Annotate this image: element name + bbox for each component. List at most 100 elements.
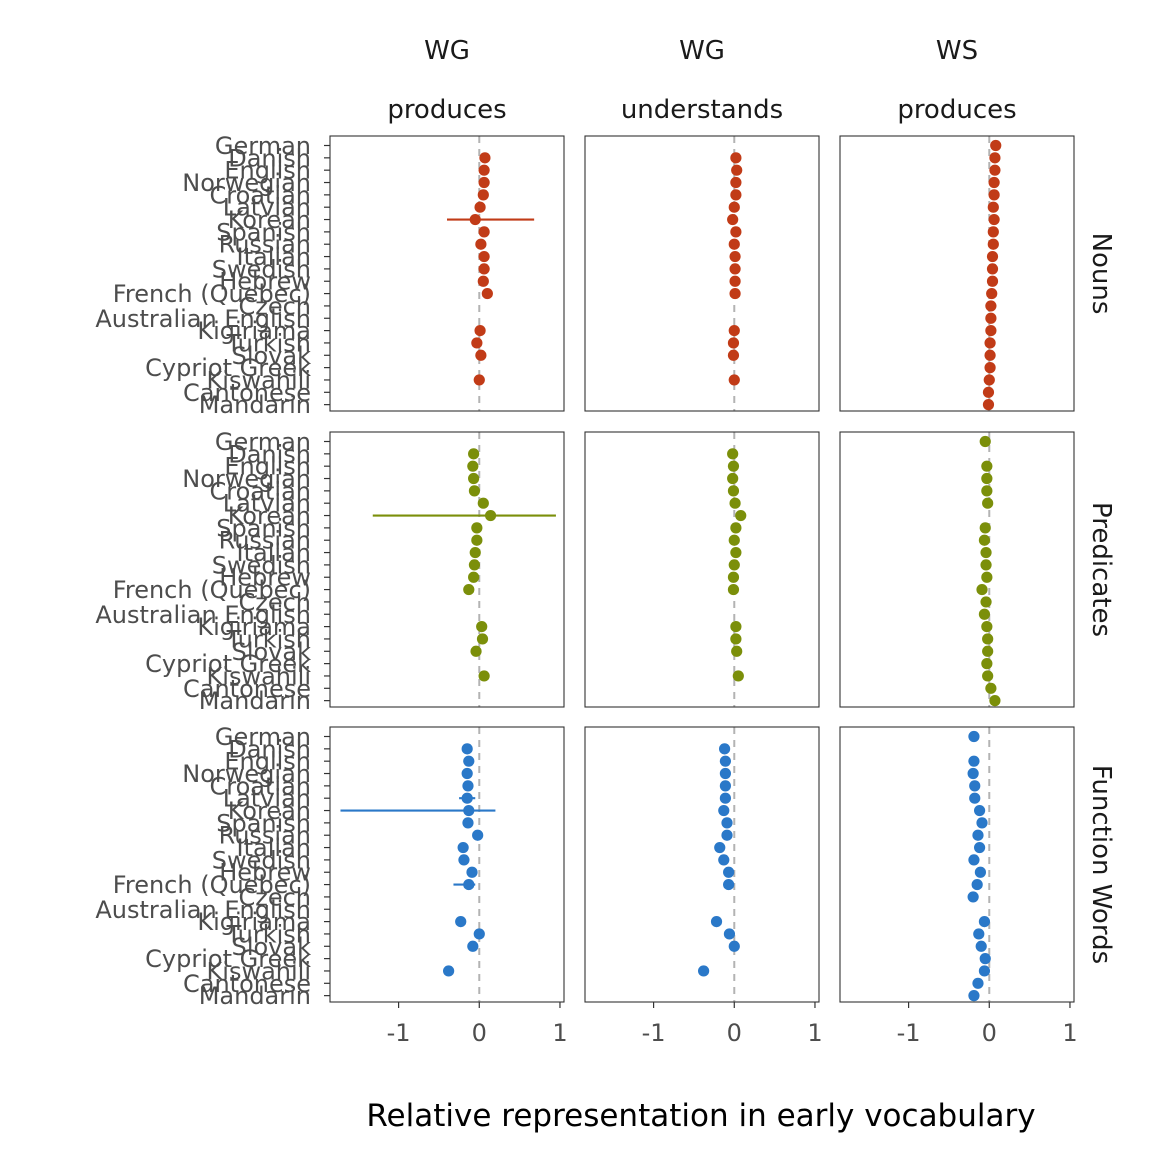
y-tick-label-russian: Russian [219, 822, 311, 850]
data-point-cantonese [985, 682, 997, 694]
data-point-russian [972, 829, 984, 841]
data-point-slovak [727, 349, 740, 361]
panel-border [329, 726, 565, 1003]
panel-function-words-2 [584, 726, 820, 1003]
panel-background [840, 136, 1074, 411]
y-axis-predicates: GermanDanishEnglishNorwegianCroatianLatv… [95, 428, 330, 715]
y-tick-label-german: German [215, 723, 311, 751]
data-point-turkish [476, 633, 489, 645]
data-point-russian [472, 829, 484, 841]
x-tick-label: 0 [982, 1019, 997, 1047]
y-tick-label-cantonese: Cantonese [183, 675, 311, 703]
y-tick-label-kigiriama: Kigiriama [197, 908, 311, 936]
data-point-russian [721, 829, 733, 841]
data-point-croatian [462, 780, 474, 792]
data-point-latvian [987, 201, 999, 213]
data-point-cypriot-greek [981, 658, 993, 670]
data-point-danish [461, 743, 473, 755]
y-tick-label-norwegian: Norwegian [182, 169, 311, 197]
panel-function-words-3 [839, 726, 1075, 1003]
data-point-croatian [477, 189, 489, 201]
data-point-italian [478, 250, 490, 263]
panel-border [329, 431, 565, 708]
data-point-turkish [723, 928, 736, 940]
x-tick-label: 1 [1062, 1019, 1077, 1047]
data-point-korean [718, 804, 730, 817]
row-strip-label: Predicates [1086, 502, 1116, 637]
data-point-croatian [988, 189, 1000, 201]
data-point-slovak [975, 940, 987, 952]
data-point-turkish [471, 337, 483, 349]
data-point-kiswahili [732, 670, 744, 682]
data-point-hebrew [723, 866, 735, 878]
data-point-spanish [721, 817, 733, 829]
panel-background [585, 432, 819, 707]
data-point-slovak [467, 940, 479, 952]
y-tick-label-korean: Korean [228, 206, 311, 234]
y-tick-label-slovak: Slovak [232, 342, 311, 370]
panel-background [330, 432, 564, 707]
data-point-italian [714, 841, 726, 854]
y-tick-label-swedish: Swedish [212, 846, 311, 874]
data-point-cantonese [972, 977, 984, 989]
data-point-kigiriama [474, 325, 486, 337]
data-point-cypriot-greek [984, 362, 996, 374]
data-point-norwegian [981, 472, 993, 485]
data-point-spanish [471, 522, 483, 534]
data-point-kiswahili [443, 965, 455, 977]
y-tick-label-german: German [215, 132, 311, 160]
data-point-croatian [730, 189, 742, 201]
data-point-danish [727, 448, 739, 460]
data-point-danish [468, 448, 480, 460]
data-point-kigiriama [476, 621, 488, 633]
data-point-swedish [458, 854, 470, 866]
data-point-italian [457, 841, 469, 854]
data-point-mandarin [982, 399, 995, 411]
column-strip-line2: produces [387, 95, 506, 125]
facet-panels [329, 135, 1075, 1003]
data-point-kigiriama [985, 325, 997, 337]
y-tick-label-slovak: Slovak [232, 638, 311, 666]
y-tick-label-czech: Czech [238, 883, 311, 911]
data-point-latvian [982, 497, 994, 509]
data-point-english [727, 460, 740, 472]
panel-predicates-1 [329, 431, 565, 708]
y-tick-label-hebrew: Hebrew [219, 564, 311, 592]
data-point-norwegian [719, 767, 732, 780]
data-point-turkish [973, 928, 985, 940]
panel-background [585, 727, 819, 1002]
y-tick-label-latvian: Latvian [223, 194, 311, 222]
data-point-swedish [468, 559, 481, 571]
data-point-kiswahili [478, 670, 490, 682]
data-point-danish [718, 743, 731, 755]
data-point-korean [463, 804, 475, 817]
panel-background [585, 136, 819, 411]
data-point-russian [475, 238, 487, 250]
data-point-cantonese [982, 386, 995, 398]
y-tick-label-russian: Russian [219, 231, 311, 259]
y-tick-label-cypriot-greek: Cypriot Greek [145, 354, 311, 382]
data-point-norwegian [727, 472, 739, 485]
y-tick-label-korean: Korean [228, 797, 311, 825]
panel-background [330, 727, 564, 1002]
data-point-spanish [987, 226, 999, 238]
y-tick-label-australian-english: Australian English [95, 896, 311, 924]
row-strip-labels: Nouns Predicates Function Words [1086, 233, 1116, 965]
y-tick-label-norwegian: Norwegian [182, 760, 311, 788]
data-point-australian-english [985, 312, 997, 324]
x-tick-label: 0 [472, 1019, 487, 1047]
y-tick-label-norwegian: Norwegian [182, 465, 311, 493]
data-point-latvian [728, 201, 740, 213]
data-point-croatian [719, 780, 732, 792]
y-tick-label-croatian: Croatian [210, 772, 311, 800]
data-point-turkish [730, 633, 742, 645]
data-point-hebrew [974, 866, 987, 878]
x-axes: -1 0 1 -1 0 1 -1 0 1 [387, 1002, 1078, 1047]
data-point-hebrew [466, 866, 478, 878]
y-tick-label-hebrew: Hebrew [219, 268, 311, 296]
data-point-english [719, 755, 732, 767]
x-tick-label: -1 [387, 1019, 411, 1047]
panel-border [839, 135, 1075, 412]
panel-border [584, 135, 820, 412]
panel-nouns-3 [839, 135, 1075, 412]
